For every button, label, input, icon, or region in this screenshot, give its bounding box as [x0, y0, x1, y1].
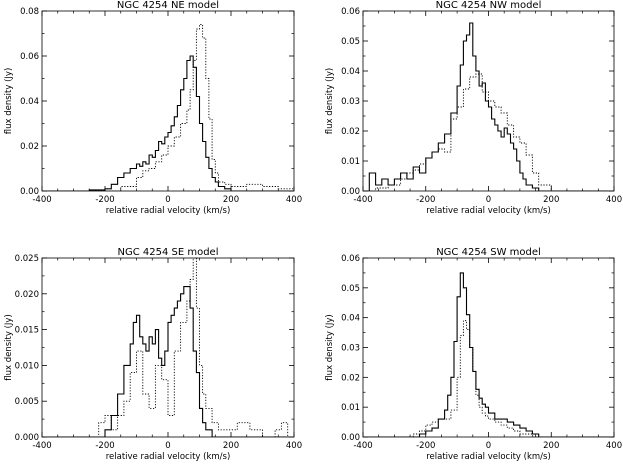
x-tick-label: 400 [606, 441, 622, 451]
y-tick-label: 0.04 [341, 67, 360, 77]
y-tick-label: 0.05 [341, 284, 360, 294]
x-tick-label: -200 [95, 441, 114, 451]
series-dotted-line [42, 258, 294, 437]
series-solid-line [363, 272, 614, 437]
chart-panel-sw: NGC 4254 SW model -400 -200 0 200 400 0.00 0.01… [325, 247, 622, 462]
x-tick-label: -400 [353, 441, 372, 451]
x-tick-label: -200 [416, 195, 435, 205]
x-tick-label: 200 [223, 195, 239, 205]
chart-title: NGC 4254 NW model [436, 0, 542, 11]
chart-panel-nw: NGC 4254 NW model -400 -200 0 200 400 0.00 0.01… [325, 0, 622, 216]
series-dotted-line [42, 24, 294, 191]
x-axis-label: relative radial velocity (km/s) [106, 206, 231, 216]
x-tick-label: -200 [95, 195, 114, 205]
y-tick-label: 0.02 [341, 373, 360, 383]
y-tick-label: 0.00 [20, 187, 39, 197]
series-dotted-line [363, 320, 614, 437]
x-tick-label: 200 [223, 441, 239, 451]
x-tick-label: -400 [353, 195, 372, 205]
x-tick-label: 0 [486, 195, 491, 205]
y-tick-label: 0.00 [341, 187, 360, 197]
y-tick-label: 0.02 [20, 142, 39, 152]
y-tick-label: 0.005 [15, 397, 39, 407]
x-tick-label: 0 [165, 195, 170, 205]
x-tick-label: 200 [543, 195, 559, 205]
y-tick-label: 0.04 [341, 314, 360, 324]
y-tick-label: 0.00 [341, 433, 360, 443]
series-solid-line [42, 286, 294, 437]
y-axis-label: flux density (Jy) [325, 314, 335, 381]
x-tick-label: 0 [486, 441, 491, 451]
x-tick-label: -400 [32, 441, 51, 451]
chart-title: NGC 4254 SE model [117, 247, 218, 258]
x-tick-label: 200 [543, 441, 559, 451]
plot-frame [41, 10, 295, 192]
y-tick-label: 0.01 [341, 157, 360, 167]
y-tick-label: 0.04 [20, 97, 39, 107]
y-tick-label: 0.000 [15, 433, 39, 443]
y-tick-label: 0.025 [15, 254, 39, 264]
chart-title: NGC 4254 NE model [117, 0, 219, 11]
x-tick-label: 400 [286, 195, 302, 205]
y-tick-label: 0.08 [20, 7, 39, 17]
chart-title: NGC 4254 SW model [436, 247, 541, 258]
series-solid-line [42, 55, 294, 191]
y-axis-label: flux density (Jy) [4, 314, 14, 381]
y-tick-label: 0.03 [341, 97, 360, 107]
x-tick-label: 400 [286, 441, 302, 451]
chart-panel-ne: NGC 4254 NE model -400 -200 0 200 400 0.00 0.02… [4, 0, 302, 216]
x-tick-label: 400 [606, 195, 622, 205]
x-tick-label: -400 [32, 195, 51, 205]
y-tick-label: 0.06 [341, 7, 360, 17]
x-axis-label: relative radial velocity (km/s) [426, 206, 551, 216]
y-tick-label: 0.015 [15, 326, 39, 336]
y-tick-label: 0.02 [341, 127, 360, 137]
x-tick-label: -200 [416, 441, 435, 451]
y-tick-label: 0.010 [15, 361, 39, 371]
y-tick-label: 0.06 [20, 52, 39, 62]
y-axis-label: flux density (Jy) [325, 68, 335, 135]
series-solid-line [363, 22, 614, 191]
y-tick-label: 0.020 [15, 290, 39, 300]
y-tick-label: 0.06 [341, 254, 360, 264]
y-tick-label: 0.01 [341, 403, 360, 413]
x-tick-label: 0 [165, 441, 170, 451]
y-tick-label: 0.05 [341, 37, 360, 47]
x-axis-label: relative radial velocity (km/s) [106, 452, 231, 461]
y-tick-label: 0.03 [341, 344, 360, 354]
y-axis-label: flux density (Jy) [4, 68, 14, 135]
x-axis-label: relative radial velocity (km/s) [426, 452, 551, 461]
chart-panel-se: NGC 4254 SE model -400 -200 0 200 400 0.000 0.0… [4, 247, 302, 462]
